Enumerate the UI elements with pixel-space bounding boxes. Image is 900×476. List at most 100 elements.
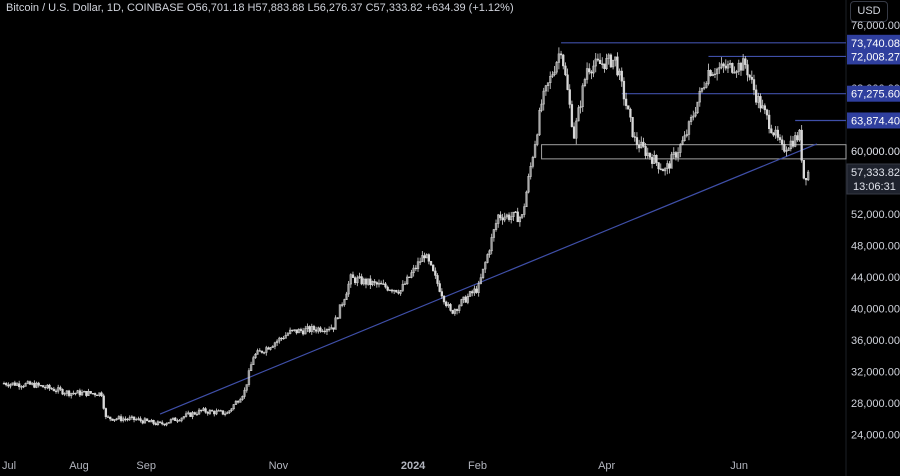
currency-button[interactable]: USD: [850, 1, 888, 22]
y-tick-label: 44,000.00: [851, 272, 900, 284]
candle-body: [471, 291, 474, 294]
candle-body: [195, 413, 199, 416]
candle-body: [128, 417, 131, 420]
candle-body: [562, 54, 565, 67]
candle-body: [536, 134, 539, 145]
candle-body: [156, 421, 160, 426]
y-tick-label: 52,000.00: [851, 209, 900, 221]
candle-body: [763, 105, 766, 111]
candle-body: [41, 385, 45, 388]
candle-body: [761, 105, 764, 109]
candle-body: [165, 423, 168, 426]
level-label-box: [847, 85, 900, 102]
candle-body: [228, 410, 231, 413]
candle-body: [592, 65, 595, 74]
candle-body: [243, 389, 246, 397]
candle-body: [245, 384, 248, 391]
candle-body: [343, 299, 346, 306]
candle-body: [650, 157, 654, 164]
candle-body: [566, 74, 569, 90]
x-tick-label: Aug: [69, 460, 89, 472]
candle-body: [9, 383, 12, 387]
candle-body: [423, 255, 426, 259]
candle-body: [679, 144, 682, 153]
candle-body: [447, 304, 450, 307]
candle-body: [334, 317, 337, 330]
candle-body: [731, 63, 734, 73]
candle-body: [358, 276, 361, 279]
candle-body: [700, 87, 704, 92]
candle-body: [167, 422, 170, 424]
candle-body: [739, 62, 743, 71]
candle-body: [676, 152, 680, 158]
candle-body: [653, 155, 656, 164]
y-tick-label: 48,000.00: [851, 241, 900, 253]
candle-body: [369, 278, 372, 286]
candle-body: [460, 299, 463, 307]
y-tick-label: 28,000.00: [851, 398, 900, 410]
candle-body: [540, 103, 543, 111]
candle-body: [11, 382, 14, 385]
candle-body: [223, 413, 227, 415]
candle-body: [347, 283, 350, 295]
candle-body: [321, 330, 324, 333]
candle-body: [384, 283, 387, 288]
candle-body: [48, 384, 51, 389]
y-tick-label: 36,000.00: [851, 335, 900, 347]
x-tick-label: Feb: [468, 460, 487, 472]
candle-body: [689, 116, 693, 122]
candle-body: [50, 388, 53, 390]
candle-body: [666, 163, 669, 169]
zone-marker-label: 60,000.00: [851, 146, 900, 158]
candle-body: [559, 53, 563, 56]
candle-body: [291, 329, 294, 332]
support-zone: [541, 144, 847, 160]
candle-body: [694, 112, 697, 117]
candle-body: [555, 62, 558, 73]
candle-body: [648, 152, 652, 158]
candle-body: [288, 329, 292, 334]
candle-body: [150, 419, 153, 423]
candle-body: [644, 146, 647, 156]
candle-body: [618, 70, 621, 76]
candle-body: [230, 408, 233, 411]
candle-body: [594, 58, 597, 67]
candle-body: [800, 129, 803, 161]
candle-body: [568, 89, 571, 105]
candle-body: [637, 144, 641, 149]
candle-body: [59, 387, 62, 390]
candle-body: [549, 76, 552, 84]
candle-body: [241, 396, 244, 400]
ohlc-open: O56,701.18: [186, 2, 245, 14]
candle-body: [2, 383, 6, 385]
candle-body: [46, 384, 49, 389]
candle-body: [265, 347, 268, 353]
candle-body: [126, 418, 129, 421]
candle-body: [475, 288, 478, 293]
candle-body: [681, 140, 684, 145]
candle-body: [89, 391, 92, 394]
candle-body: [299, 329, 303, 332]
candle-body: [65, 390, 69, 394]
candle-body: [282, 337, 285, 340]
candle-body: [124, 418, 127, 420]
candle-body: [796, 135, 799, 141]
candle-body: [254, 353, 257, 359]
candle-body: [345, 293, 348, 300]
candle-body: [629, 108, 632, 118]
candle-body: [759, 96, 762, 109]
candle-body: [713, 73, 717, 75]
candle-body: [395, 289, 398, 293]
candle-body: [436, 275, 439, 284]
candle-body: [655, 155, 658, 163]
candle-body: [789, 140, 792, 150]
level-label-box: [847, 112, 900, 129]
candle-body: [161, 422, 164, 425]
candle-body: [319, 327, 322, 332]
candle-body: [449, 304, 452, 311]
candle-body: [503, 216, 506, 221]
candle-body: [226, 412, 229, 415]
candle-body: [518, 217, 522, 223]
candle-body: [221, 410, 225, 415]
